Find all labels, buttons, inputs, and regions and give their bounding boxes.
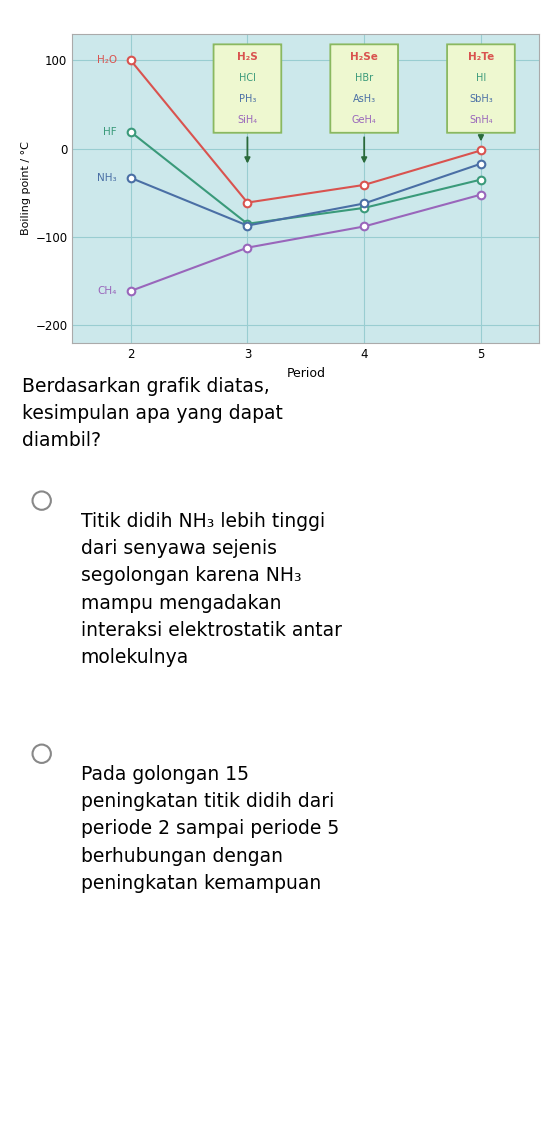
Text: Pada golongan 15
peningkatan titik didih dari
periode 2 sampai periode 5
berhubu: Pada golongan 15 peningkatan titik didih… xyxy=(81,765,339,893)
Text: H₂Te: H₂Te xyxy=(468,52,494,62)
Text: H₂S: H₂S xyxy=(237,52,258,62)
Text: Berdasarkan grafik diatas,
kesimpulan apa yang dapat
diambil?: Berdasarkan grafik diatas, kesimpulan ap… xyxy=(22,377,283,450)
Text: SiH₄: SiH₄ xyxy=(237,116,257,125)
Text: PH₃: PH₃ xyxy=(239,94,256,105)
Text: CH₄: CH₄ xyxy=(97,286,117,296)
Text: HI: HI xyxy=(476,73,486,83)
Y-axis label: Boiling point / °C: Boiling point / °C xyxy=(21,142,31,235)
Text: H₂Se: H₂Se xyxy=(350,52,378,62)
Text: HBr: HBr xyxy=(355,73,373,83)
Text: Titik didih NH₃ lebih tinggi
dari senyawa sejenis
segolongan karena NH₃
mampu me: Titik didih NH₃ lebih tinggi dari senyaw… xyxy=(81,512,341,667)
X-axis label: Period: Period xyxy=(286,367,325,379)
FancyBboxPatch shape xyxy=(330,44,398,133)
Text: GeH₄: GeH₄ xyxy=(352,116,376,125)
FancyBboxPatch shape xyxy=(447,44,515,133)
Text: NH₃: NH₃ xyxy=(97,173,117,183)
Text: AsH₃: AsH₃ xyxy=(353,94,376,105)
Text: SbH₃: SbH₃ xyxy=(469,94,493,105)
Text: HCl: HCl xyxy=(239,73,256,83)
Text: H₂O: H₂O xyxy=(97,55,117,65)
FancyBboxPatch shape xyxy=(214,44,281,133)
Text: HF: HF xyxy=(103,127,117,137)
Text: SnH₄: SnH₄ xyxy=(469,116,493,125)
